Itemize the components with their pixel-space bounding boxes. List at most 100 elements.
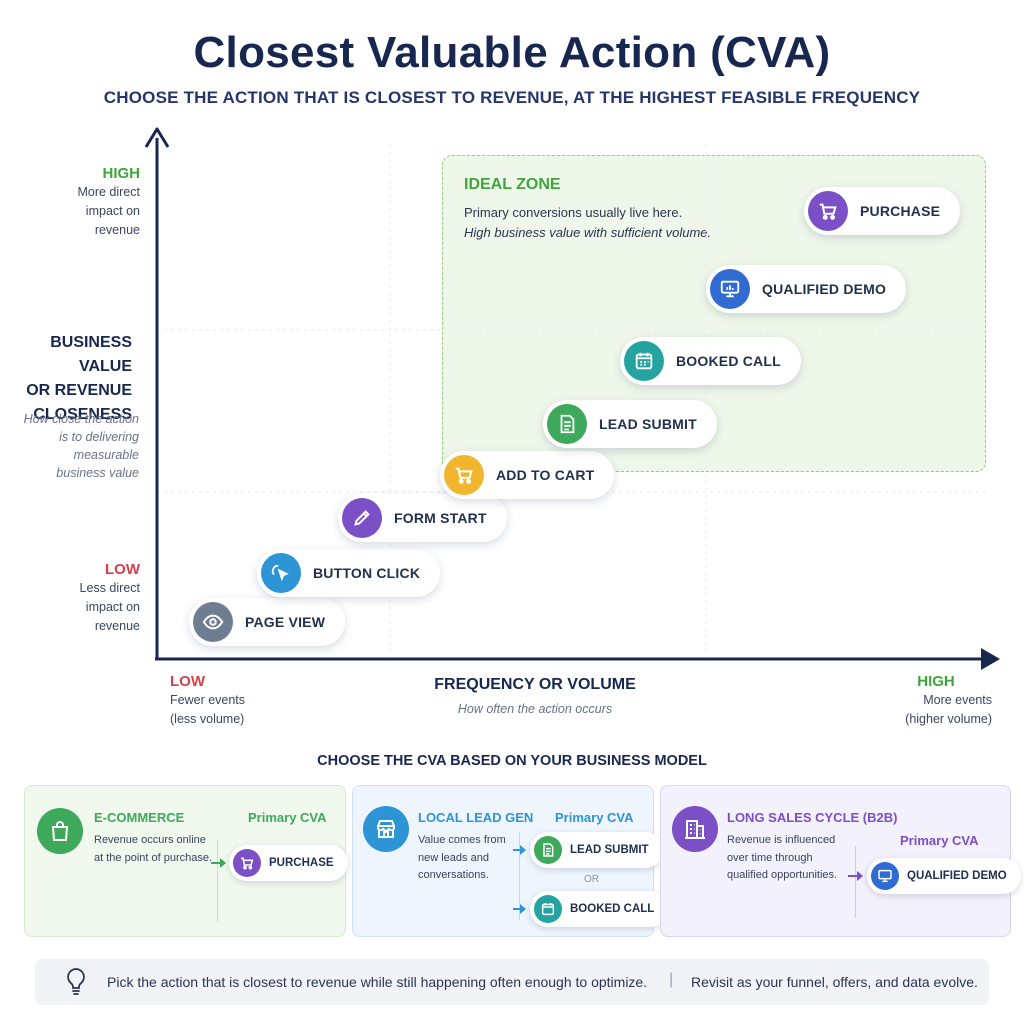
x-low-label: LOW [170, 673, 205, 690]
card-divider [519, 832, 520, 920]
cva-pill-purchase: PURCHASE [229, 845, 348, 881]
card-desc-line: Revenue occurs online [94, 834, 206, 846]
action-booked-call: BOOKED CALL [620, 337, 801, 385]
action-label: QUALIFIED DEMO [762, 281, 887, 297]
lightbulb-icon [67, 968, 85, 995]
or-divider: OR [584, 874, 599, 885]
x-axis-high: HIGH More events (higher volume) [880, 672, 992, 729]
presentation-icon [710, 269, 750, 309]
card-long-sales-cycle: LONG SALES CYCLE (B2B) Revenue is influe… [660, 785, 1021, 937]
x-low-desc-2: (less volume) [170, 712, 245, 726]
action-label: LEAD SUBMIT [599, 416, 697, 432]
x-axis-title-block: FREQUENCY OR VOLUME How often the action… [385, 676, 685, 716]
y-low-label: LOW [105, 561, 140, 578]
y-desc-1: How close the action [23, 412, 139, 426]
cva-pill-booked-call: BOOKED CALL [530, 891, 669, 927]
ideal-zone-line-2: High business value with sufficient volu… [464, 225, 712, 240]
card-local-lead-gen: LOCAL LEAD GEN Value comes from new lead… [352, 785, 669, 937]
action-label: PURCHASE [860, 203, 941, 219]
calendar-icon [624, 341, 664, 381]
action-purchase: PURCHASE [804, 187, 961, 235]
card-title: E-COMMERCE [94, 810, 185, 825]
card-desc-line: conversations. [418, 869, 489, 881]
x-axis-title: FREQUENCY OR VOLUME [434, 676, 636, 693]
primary-cva-label: Primary CVA [248, 810, 327, 825]
calendar-icon [534, 895, 562, 923]
document-icon [547, 404, 587, 444]
cart-icon [233, 849, 261, 877]
x-axis-low: LOW Fewer events (less volume) [170, 672, 245, 729]
card-desc: Revenue is influenced over time through … [727, 832, 837, 885]
card-desc-line: Revenue is influenced [727, 834, 836, 846]
card-desc-line: over time through [727, 851, 813, 864]
x-low-desc-1: Fewer events [170, 693, 246, 707]
x-axis-arrow [981, 648, 1000, 670]
primary-cva-label: Primary CVA [900, 833, 979, 848]
card-divider [217, 840, 218, 922]
tip-text-primary: Pick the action that is closest to reven… [107, 974, 648, 990]
action-page-view: PAGE VIEW [189, 598, 346, 646]
cart-icon [808, 191, 848, 231]
y-high-label: HIGH [102, 165, 141, 182]
card-desc-line: qualified opportunities. [727, 869, 838, 881]
y-title-line-1: BUSINESS VALUE [50, 334, 132, 375]
ideal-zone-title: IDEAL ZONE [464, 176, 561, 193]
cart-icon [444, 455, 484, 495]
document-icon [534, 836, 562, 864]
action-lead-submit: LEAD SUBMIT [543, 400, 717, 448]
action-label: ADD TO CART [496, 467, 595, 483]
card-divider [855, 846, 856, 918]
y-high-desc-3: revenue [94, 223, 140, 237]
arrow-icon [211, 858, 226, 868]
y-desc-3: measurable [73, 448, 139, 462]
tip-text-secondary: Revisit as your funnel, offers, and data… [691, 974, 978, 990]
x-high-desc-2: (higher volume) [905, 712, 992, 726]
models-heading: CHOOSE THE CVA BASED ON YOUR BUSINESS MO… [317, 753, 707, 769]
y-desc-4: business value [56, 466, 139, 480]
cva-pill-label: LEAD SUBMIT [570, 844, 649, 856]
y-desc-2: is to delivering [59, 430, 139, 444]
card-desc: Revenue occurs online at the point of pu… [94, 832, 212, 867]
y-low-desc-2: impact on [85, 600, 140, 614]
x-axis-desc: How often the action occurs [457, 702, 613, 716]
y-high-desc-2: impact on [85, 204, 140, 218]
arrow-icon [848, 871, 863, 881]
action-label: BUTTON CLICK [313, 565, 421, 581]
y-axis-arrow [144, 127, 170, 148]
card-desc-line: at the point of purchase. [94, 851, 213, 864]
arrow-icon [513, 904, 526, 914]
cva-pill-qualified-demo: QUALIFIED DEMO [867, 858, 1021, 894]
storefront-icon [363, 806, 409, 852]
cva-pill-label: QUALIFIED DEMO [907, 870, 1007, 882]
y-axis-high: HIGH More direct impact on revenue [77, 164, 140, 240]
card-desc: Value comes from new leads and conversat… [418, 832, 506, 885]
pencil-icon [342, 498, 382, 538]
card-desc-line: Value comes from [418, 834, 506, 846]
card-title: LOCAL LEAD GEN [418, 810, 534, 825]
y-low-desc-3: revenue [94, 619, 140, 633]
card-title: LONG SALES CYCLE (B2B) [727, 810, 898, 825]
pointer-click-icon [261, 553, 301, 593]
chart-axes [144, 127, 1000, 670]
tip-separator: | [669, 971, 674, 988]
tip-bar [35, 959, 989, 1005]
ideal-zone-line-1: Primary conversions usually live here. [464, 205, 683, 220]
shopping-bag-icon [37, 808, 83, 854]
y-title-line-2: OR REVENUE [26, 382, 132, 399]
y-high-desc-1: More direct [77, 185, 140, 199]
primary-cva-label: Primary CVA [555, 810, 634, 825]
action-qualified-demo: QUALIFIED DEMO [706, 265, 907, 313]
presentation-icon [871, 862, 899, 890]
action-label: FORM START [394, 510, 487, 526]
page-subtitle: CHOOSE THE ACTION THAT IS CLOSEST TO REV… [103, 88, 921, 107]
x-high-desc-1: More events [923, 693, 992, 707]
building-icon [672, 806, 718, 852]
action-form-start: FORM START [338, 494, 507, 542]
y-axis-title: BUSINESS VALUE OR REVENUE CLOSENESS [10, 331, 132, 427]
y-axis-desc: How close the action is to delivering me… [10, 410, 139, 482]
cva-pill-lead-submit: LEAD SUBMIT [530, 832, 663, 868]
eye-icon [193, 602, 233, 642]
y-title-line-3: CLOSENESS [33, 406, 132, 423]
cva-pill-label: PURCHASE [269, 857, 334, 869]
card-ecommerce: E-COMMERCE Revenue occurs online at the … [24, 785, 348, 937]
